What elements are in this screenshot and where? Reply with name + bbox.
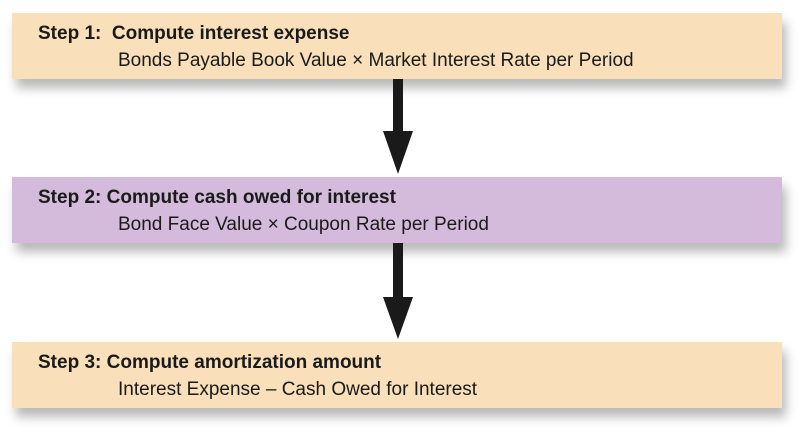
- step-2-box: Step 2: Compute cash owed for interest B…: [12, 177, 782, 243]
- step-1-heading: Step 1: Compute interest expense: [38, 23, 782, 45]
- step-2-formula: Bond Face Value × Coupon Rate per Period: [118, 214, 489, 235]
- arrow-step-1-to-2: [383, 79, 413, 174]
- step-2-label: Step 2:: [38, 187, 102, 208]
- arrow-1-head: [383, 131, 413, 174]
- arrow-1-shaft: [393, 79, 403, 135]
- arrow-2-shaft: [393, 243, 403, 301]
- step-1-label: Step 1:: [38, 23, 102, 44]
- step-3-heading: Step 3: Compute amortization amount: [38, 352, 782, 374]
- step-1-formula: Bonds Payable Book Value × Market Intere…: [118, 50, 634, 71]
- arrow-2-head: [383, 297, 413, 339]
- step-1-title: Compute interest expense: [111, 23, 350, 44]
- step-1-box: Step 1: Compute interest expense Bonds P…: [12, 13, 782, 79]
- step-3-formula: Interest Expense – Cash Owed for Interes…: [118, 379, 478, 400]
- step-3-label: Step 3:: [38, 352, 102, 373]
- step-2-heading: Step 2: Compute cash owed for interest: [38, 187, 782, 209]
- arrow-step-2-to-3: [383, 243, 413, 339]
- step-3-title: Compute amortization amount: [106, 352, 382, 373]
- step-2-title: Compute cash owed for interest: [106, 187, 396, 208]
- step-3-box: Step 3: Compute amortization amount Inte…: [12, 342, 782, 408]
